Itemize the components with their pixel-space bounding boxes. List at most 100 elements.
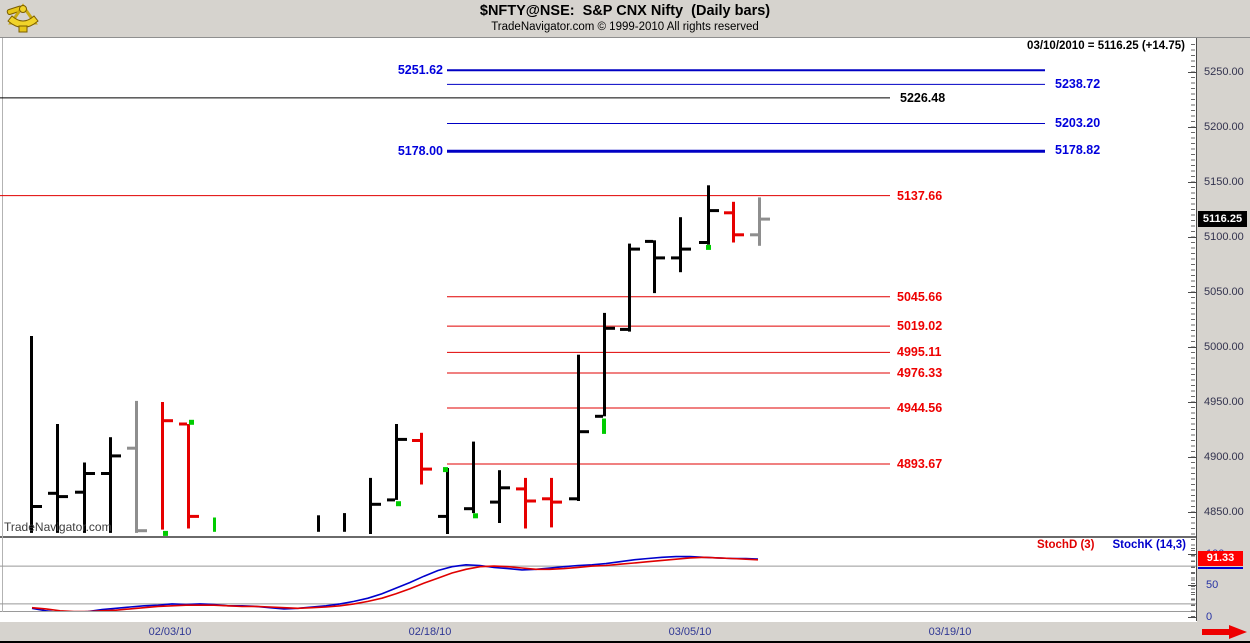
date-label-02/18/10: 02/18/10 [408, 626, 452, 638]
price-axis-label-5000.00: 5000.00 [1204, 341, 1244, 353]
price-axis-label-4850.00: 4850.00 [1204, 506, 1244, 518]
open-tick [516, 487, 524, 491]
level-label-5178.00: 5178.00 [397, 144, 443, 159]
left-pane-border [2, 38, 3, 612]
price-axis-label-5250.00: 5250.00 [1204, 66, 1244, 78]
close-tick [761, 217, 770, 221]
ohlc-bar[interactable] [628, 243, 631, 332]
scroll-right-arrow-icon[interactable] [1202, 624, 1248, 640]
ohlc-bar[interactable] [524, 477, 527, 529]
price-axis-minor-ticks [1191, 44, 1195, 618]
open-tick [438, 514, 446, 518]
ohlc-bar[interactable] [550, 477, 553, 528]
open-tick [412, 439, 420, 442]
level-label-4944.56: 4944.56 [897, 400, 943, 415]
stoch-axis-minor-ticks [1191, 548, 1195, 616]
ohlc-bar[interactable] [317, 515, 320, 532]
level-label-5045.66: 5045.66 [897, 289, 943, 304]
close-tick [423, 467, 432, 471]
header-bar: $NFTY@NSE: S&P CNX Nifty (Daily bars) Tr… [0, 0, 1250, 38]
level-label-4893.67: 4893.67 [897, 456, 943, 471]
stochd-legend-label[interactable]: StochD (3) [1037, 539, 1095, 551]
pane-separator[interactable] [0, 536, 1196, 538]
open-tick [179, 422, 187, 426]
price-axis-tick [1188, 292, 1197, 293]
ohlc-bar[interactable] [679, 217, 682, 273]
price-axis-label-5100.00: 5100.00 [1204, 231, 1244, 243]
signal-marker [473, 513, 478, 519]
ohlc-bar[interactable] [446, 468, 449, 534]
ohlc-bar[interactable] [30, 336, 33, 533]
axis-border-line [1196, 38, 1197, 621]
ohlc-bar[interactable] [343, 513, 346, 532]
ohlc-bar[interactable] [395, 424, 398, 500]
price-axis-tick [1188, 237, 1197, 238]
open-tick [464, 507, 472, 511]
ohlc-bar[interactable] [161, 402, 164, 530]
signal-marker [189, 419, 194, 425]
level-label-4995.11: 4995.11 [897, 345, 942, 360]
signal-marker [396, 501, 401, 507]
price-axis-strip [1197, 38, 1250, 643]
date-label-02/03/10: 02/03/10 [148, 626, 192, 638]
open-tick [542, 497, 550, 501]
price-pane-chart[interactable] [0, 38, 1196, 536]
price-axis-label-5200.00: 5200.00 [1204, 121, 1244, 133]
stochastic-pane-chart[interactable] [0, 538, 1196, 611]
ohlc-bar[interactable] [577, 354, 580, 501]
ohlc-bar[interactable] [109, 437, 112, 533]
signal-marker [163, 530, 168, 536]
open-tick [569, 497, 577, 501]
price-axis-tick [1188, 182, 1197, 183]
stoch-axis-label-0: 0 [1206, 610, 1213, 623]
ohlc-bar[interactable] [472, 441, 475, 514]
stoch-value-badge: 91.33 [1198, 551, 1243, 566]
ohlc-bar[interactable] [56, 424, 59, 533]
close-tick [501, 486, 510, 490]
stochk-legend-label[interactable]: StochK (14,3) [1112, 539, 1187, 551]
open-tick [490, 500, 498, 504]
level-label-5251.62: 5251.62 [397, 63, 443, 78]
ohlc-bar[interactable] [758, 197, 761, 246]
ohlc-bar[interactable] [187, 424, 190, 529]
stoch-series-line [31, 556, 759, 611]
ohlc-bar[interactable] [653, 240, 656, 294]
open-tick [671, 256, 679, 260]
level-label-5226.48: 5226.48 [900, 90, 946, 105]
chart-title: $NFTY@NSE: S&P CNX Nifty (Daily bars) [479, 3, 771, 19]
price-axis-tick [1188, 347, 1197, 348]
ohlc-bar[interactable] [707, 185, 710, 245]
ohlc-bar[interactable] [213, 517, 216, 532]
price-axis-label-4950.00: 4950.00 [1204, 396, 1244, 408]
stoch-badge-underline [1198, 567, 1243, 569]
ohlc-bar[interactable] [420, 432, 423, 485]
level-label-4976.33: 4976.33 [897, 366, 943, 381]
close-tick [164, 419, 173, 423]
close-tick [33, 505, 42, 508]
close-tick [398, 437, 407, 441]
ohlc-bar[interactable] [498, 470, 501, 523]
ohlc-bar[interactable] [83, 462, 86, 533]
close-tick [86, 472, 95, 475]
ohlc-bar[interactable] [135, 400, 138, 533]
ohlc-bar[interactable] [369, 477, 372, 534]
price-axis-tick [1188, 512, 1197, 513]
date-axis-strip [0, 622, 1197, 641]
close-tick [735, 233, 744, 237]
date-label-03/05/10: 03/05/10 [668, 626, 712, 638]
close-tick [710, 209, 719, 213]
open-tick [699, 241, 707, 244]
date-label-03/19/10: 03/19/10 [928, 626, 972, 638]
ohlc-bar[interactable] [603, 312, 606, 417]
price-axis-tick [1188, 402, 1197, 403]
open-tick [387, 498, 395, 502]
stoch-pane-bottom-border [0, 611, 1196, 612]
price-axis-label-5150.00: 5150.00 [1204, 176, 1244, 188]
signal-marker [443, 467, 448, 473]
level-label-5137.66: 5137.66 [897, 188, 943, 203]
last-price-badge: 5116.25 [1198, 211, 1247, 227]
ohlc-bar[interactable] [732, 201, 735, 243]
bottom-border [0, 641, 1250, 643]
open-tick [645, 239, 653, 243]
level-label-5203.20: 5203.20 [1055, 116, 1101, 131]
